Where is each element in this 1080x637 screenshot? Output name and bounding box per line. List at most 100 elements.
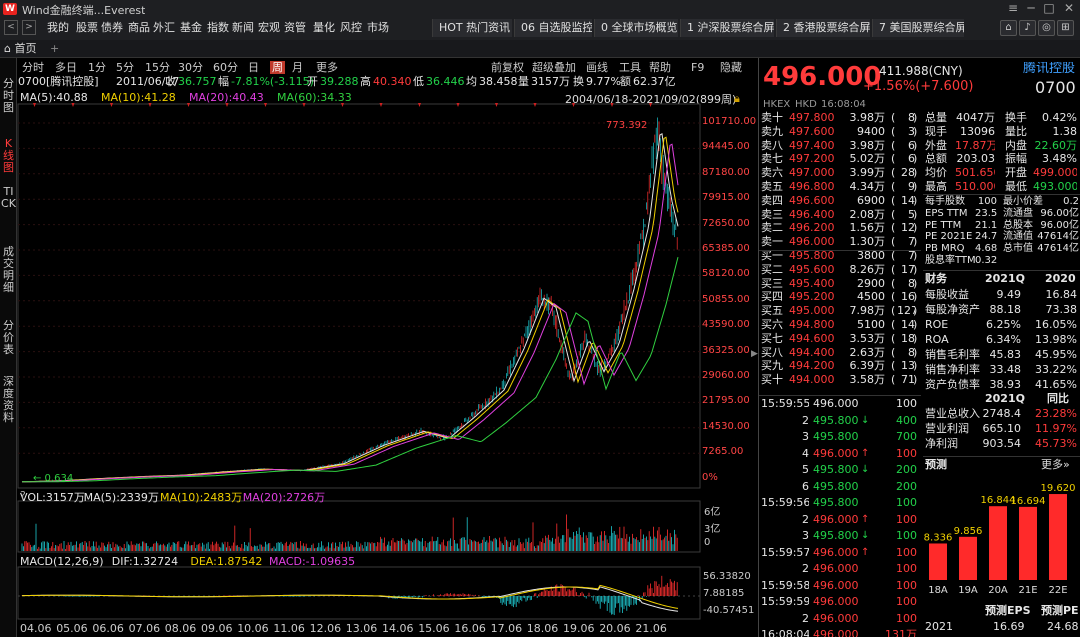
chart-tool-3[interactable]: 工具 — [619, 61, 641, 74]
add-tab-icon[interactable]: + — [49, 42, 60, 55]
info-field-14: 量 — [518, 75, 529, 88]
lock-icon[interactable]: 🔒︎ — [734, 92, 740, 105]
tick-price-4: 495.800 — [813, 463, 859, 476]
tick-time-14: 16:08:04 — [761, 628, 809, 637]
quick-tab-0[interactable]: HOT 热门资讯 — [432, 19, 512, 37]
quick-tab-5[interactable]: 7 美国股票综合屏 — [872, 19, 964, 37]
quick-tab-1[interactable]: 06 自选股监控 — [514, 19, 592, 37]
quote-price: 496.000 — [763, 62, 882, 92]
period-7[interactable]: 日 — [248, 61, 259, 74]
maximize-icon[interactable]: □ — [1043, 1, 1055, 15]
stat-label2-0: 换手 — [1005, 111, 1027, 124]
x-axis-label-9: 13.06 — [345, 622, 378, 635]
period-8[interactable]: 周 — [270, 61, 285, 74]
tick-vol-13: 100 — [896, 611, 917, 625]
chat-icon[interactable]: ◎ — [1038, 20, 1055, 36]
chart-tool-4[interactable]: 帮助 — [649, 61, 671, 74]
forecast-more-link[interactable]: 更多» — [1041, 458, 1070, 471]
chart-tool-1[interactable]: 超级叠加 — [532, 61, 576, 74]
order-count-16: 18 — [901, 331, 915, 345]
price-axis-label-2: 87180.00 — [702, 166, 750, 178]
order-count-1: 3 — [908, 124, 915, 138]
order-count-2: 6 — [908, 138, 915, 152]
period-1[interactable]: 多日 — [55, 61, 77, 74]
order-price-15: 494.800 — [789, 318, 835, 331]
stats-divider — [923, 194, 1080, 195]
chart-tool-5[interactable]: F9 — [691, 61, 705, 74]
home-icon[interactable]: ⌂ — [1000, 20, 1017, 36]
period-5[interactable]: 30分 — [178, 61, 203, 74]
period-2[interactable]: 1分 — [88, 61, 106, 74]
collapse-arrow-icon[interactable]: ▶ — [751, 349, 758, 359]
forward-button[interactable]: > — [22, 20, 36, 35]
period-3[interactable]: 5分 — [116, 61, 134, 74]
left-nav-item-1[interactable]: K线图 — [3, 138, 14, 174]
order-level-9: 卖一 — [761, 235, 783, 249]
period-marker — [225, 103, 229, 107]
ma-label-3: MA(60):34.33 — [277, 91, 352, 104]
close-icon[interactable]: ✕ — [1063, 1, 1075, 15]
order-vol-13: 4500 — [857, 290, 885, 304]
finance-y-4: 45.95% — [1035, 348, 1077, 361]
menu-item-4[interactable]: 外汇 — [153, 21, 175, 34]
metric-label2-3: 流通值 — [1003, 231, 1033, 243]
quick-tab-3[interactable]: 1 沪深股票综合屏 — [680, 19, 774, 37]
order-level-14: 买五 — [761, 304, 783, 318]
finance-y-1: 73.38 — [1045, 303, 1078, 316]
left-nav-item-0[interactable]: 分时图 — [3, 78, 14, 114]
menu-item-3[interactable]: 商品 — [128, 21, 150, 34]
period-0[interactable]: 分时 — [22, 61, 44, 74]
menu-item-1[interactable]: 股票 — [76, 21, 98, 34]
period-marker — [533, 103, 537, 107]
order-price-18: 494.200 — [789, 359, 835, 373]
menu-item-2[interactable]: 债券 — [101, 21, 123, 34]
order-paren-open-14: ( — [891, 304, 896, 318]
grid-icon[interactable]: ⊞ — [1057, 20, 1074, 36]
period-9[interactable]: 月 — [292, 61, 303, 74]
left-nav-item-2[interactable]: TICK — [1, 186, 16, 210]
menu-item-9[interactable]: 资管 — [284, 21, 306, 34]
vol-help-icon[interactable]: ? — [20, 489, 26, 502]
finance-q-2: 6.25% — [986, 318, 1021, 331]
menu-item-0[interactable]: 我的 — [47, 21, 69, 34]
menu-item-7[interactable]: 新闻 — [232, 21, 254, 34]
menu-item-11[interactable]: 风控 — [340, 21, 362, 34]
chart-tool-6[interactable]: 隐藏 — [720, 61, 742, 74]
price-axis-label-3: 79915.00 — [702, 192, 750, 204]
metric-value2-1: 96.00亿 — [1040, 207, 1079, 219]
period-4[interactable]: 15分 — [145, 61, 170, 74]
quick-tab-4[interactable]: 2 香港股票综合屏 — [776, 19, 870, 37]
period-6[interactable]: 60分 — [213, 61, 238, 74]
left-nav-item-5[interactable]: 深度资料 — [3, 376, 14, 424]
order-price-17: 494.400 — [789, 345, 835, 359]
menu-item-10[interactable]: 量化 — [313, 21, 335, 34]
stat-label-5: 最高 — [925, 180, 947, 193]
menu-item-6[interactable]: 指数 — [207, 21, 229, 34]
info-field-0: 0700[腾讯控股] — [18, 75, 99, 88]
price-axis-label-4: 72650.00 — [702, 217, 750, 229]
chart-tool-2[interactable]: 画线 — [586, 61, 608, 74]
stat-label2-4: 开盘 — [1005, 166, 1027, 180]
order-count-5: 9 — [908, 180, 915, 193]
tab-home[interactable]: ⌂ 首页 + — [4, 41, 59, 57]
tick-time-10: 2 — [802, 562, 809, 575]
order-paren-close-10: ) — [913, 249, 918, 262]
price-pane-frame — [17, 103, 701, 489]
back-button[interactable]: < — [4, 20, 18, 35]
left-nav-item-3[interactable]: 成交明细 — [3, 246, 14, 294]
x-axis-label-15: 19.06 — [563, 622, 595, 635]
quote-name: 腾讯控股 — [1023, 62, 1076, 76]
bell-icon[interactable]: ♪ — [1019, 20, 1036, 36]
minimize-icon[interactable]: ─ — [1027, 1, 1035, 15]
order-level-15: 买六 — [761, 318, 783, 331]
menu-item-8[interactable]: 宏观 — [258, 21, 280, 34]
order-paren-open-0: ( — [891, 111, 896, 124]
menu-item-12[interactable]: 市场 — [367, 21, 389, 34]
left-nav-item-4[interactable]: 分价表 — [3, 320, 14, 356]
chart-tool-0[interactable]: 前复权 — [491, 61, 524, 74]
period-10[interactable]: 更多 — [316, 61, 338, 74]
menu-item-5[interactable]: 基金 — [180, 21, 202, 34]
menu-icon[interactable]: ≡ — [1007, 1, 1019, 15]
quick-tab-2[interactable]: 0 全球市场概览 — [594, 19, 678, 37]
